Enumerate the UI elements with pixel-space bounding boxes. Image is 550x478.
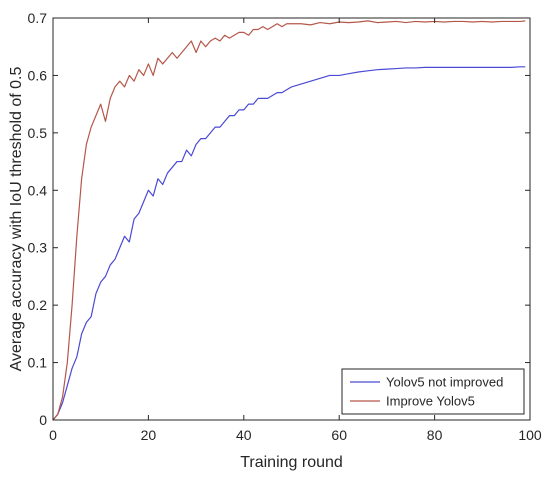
x-tick-label: 60 xyxy=(331,427,347,443)
x-tick-label: 80 xyxy=(427,427,443,443)
y-tick-label: 0.4 xyxy=(28,182,48,198)
legend-box xyxy=(341,368,525,415)
y-tick-label: 0.1 xyxy=(28,355,48,371)
y-axis-label: Average accuracy with IoU threshold of 0… xyxy=(8,67,25,372)
y-tick-label: 0.6 xyxy=(28,67,48,83)
x-tick-label: 40 xyxy=(236,427,252,443)
legend: Yolov5 not improved Improve Yolov5 xyxy=(341,368,525,415)
y-tick-label: 0 xyxy=(39,412,47,428)
y-tick-label: 0.2 xyxy=(28,297,48,313)
legend-label-improve-yolov5: Improve Yolov5 xyxy=(386,394,475,409)
x-tick-label: 0 xyxy=(49,427,57,443)
plot-background xyxy=(53,18,530,420)
legend-label-yolov5-not-improved: Yolov5 not improved xyxy=(386,375,503,390)
series-line-yolov5-not-improved xyxy=(52,66,526,421)
plot-frame xyxy=(52,17,531,421)
x-tick-label: 100 xyxy=(518,427,542,443)
y-tick-label: 0.5 xyxy=(28,125,48,141)
y-tick-label: 0.7 xyxy=(28,10,48,26)
series-line-improve-yolov5 xyxy=(52,20,526,421)
y-tick-label: 0.3 xyxy=(28,240,48,256)
x-axis-label: Training round xyxy=(240,454,343,471)
tick-layer: 0 20 40 60 80 100 0 0.1 0.2 0.3 0.4 0.5 0.6 0.7 xyxy=(28,10,542,443)
x-tick-label: 20 xyxy=(141,427,157,443)
series-layer xyxy=(52,20,526,421)
